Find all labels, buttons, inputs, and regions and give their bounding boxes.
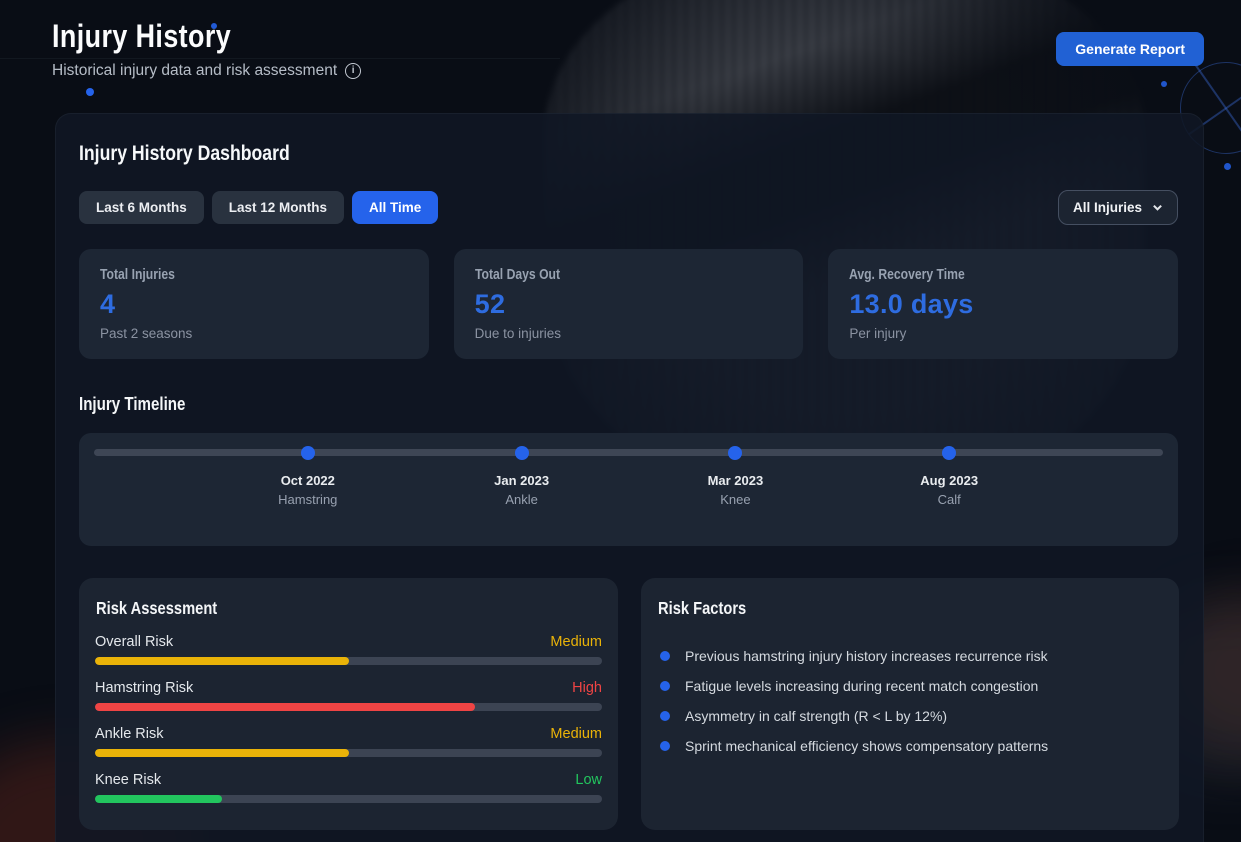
- risk-label: Ankle Risk: [95, 726, 164, 742]
- stat-subtext: Past 2 seasons: [100, 326, 193, 341]
- timeline-event: Aug 2023 Calf: [920, 473, 978, 507]
- risk-factor-text: Fatigue levels increasing during recent …: [685, 678, 1039, 694]
- decor-dot: [1161, 81, 1167, 87]
- stat-card-total-injuries: Total Injuries 4 Past 2 seasons: [79, 249, 429, 359]
- stat-card-avg-recovery-time: Avg. Recovery Time 13.0 days Per injury: [828, 249, 1178, 359]
- injury-type-selected-value: All Injuries: [1072, 200, 1142, 215]
- risk-level-badge: Medium: [550, 726, 602, 742]
- risk-label: Knee Risk: [95, 772, 162, 788]
- risk-progressbar: [95, 703, 602, 711]
- timeline-title: Injury Timeline: [79, 394, 186, 414]
- injury-dashboard-panel: Injury History Dashboard Last 6 Months L…: [55, 113, 1204, 842]
- timeline-event: Mar 2023 Knee: [708, 473, 764, 507]
- event-type: Hamstring: [278, 492, 338, 507]
- risk-row-knee: Knee Risk Low: [95, 772, 602, 803]
- risk-factor-text: Sprint mechanical efficiency shows compe…: [685, 738, 1049, 754]
- risk-assessment-panel: Risk Assessment Overall Risk Medium Hams…: [79, 578, 618, 830]
- page-subtitle: Historical injury data and risk assessme…: [52, 62, 338, 79]
- risk-factors-title: Risk Factors: [658, 598, 747, 618]
- timeline-event: Oct 2022 Hamstring: [278, 473, 337, 507]
- risk-row-ankle: Ankle Risk Medium: [95, 726, 602, 757]
- filter-last-12-months[interactable]: Last 12 Months: [211, 191, 345, 224]
- timeline-event-dot[interactable]: [300, 445, 315, 460]
- filter-row: Last 6 Months Last 12 Months All Time Al…: [79, 190, 1178, 225]
- decor-dot: [86, 88, 94, 96]
- risk-row-overall: Overall Risk Medium: [95, 634, 602, 665]
- timeline-event-dot[interactable]: [514, 445, 529, 460]
- risk-factors-panel: Risk Factors Previous hamstring injury h…: [641, 578, 1179, 830]
- stat-value: 13.0 days: [849, 289, 974, 319]
- risk-factor-text: Previous hamstring injury history increa…: [685, 648, 1048, 664]
- event-type: Calf: [937, 492, 961, 507]
- risk-progress-fill: [95, 703, 476, 711]
- risk-assessment-title: Risk Assessment: [96, 598, 218, 618]
- risk-factor-text: Asymmetry in calf strength (R < L by 12%…: [685, 708, 948, 724]
- page-header: Injury History Historical injury data an…: [52, 18, 362, 80]
- info-icon[interactable]: i: [345, 63, 362, 79]
- injury-type-select[interactable]: All Injuries: [1057, 190, 1178, 225]
- event-date: Oct 2022: [280, 473, 335, 488]
- risk-factor-item: Fatigue levels increasing during recent …: [657, 671, 1163, 701]
- event-date: Aug 2023: [920, 473, 979, 488]
- event-date: Mar 2023: [707, 473, 764, 488]
- injury-timeline: Oct 2022 Hamstring Jan 2023 Ankle Mar 20…: [79, 433, 1178, 546]
- timeline-event-dot[interactable]: [942, 445, 957, 460]
- chevron-down-icon: [1153, 204, 1162, 211]
- page-title: Injury History: [52, 18, 232, 54]
- stat-value: 52: [474, 289, 506, 319]
- risk-progressbar: [95, 749, 602, 757]
- risk-factor-item: Previous hamstring injury history increa…: [657, 641, 1163, 671]
- filter-last-6-months[interactable]: Last 6 Months: [79, 191, 204, 224]
- stat-subtext: Per injury: [849, 326, 907, 341]
- timeline-event-dot[interactable]: [728, 445, 743, 460]
- decor-dot: [211, 23, 217, 29]
- risk-level-badge: Medium: [550, 634, 602, 650]
- stat-card-total-days-out: Total Days Out 52 Due to injuries: [453, 249, 804, 359]
- risk-progress-fill: [95, 795, 222, 803]
- risk-row-hamstring: Hamstring Risk High: [95, 680, 602, 711]
- decor-dot: [1224, 163, 1231, 170]
- event-date: Jan 2023: [494, 473, 550, 488]
- stat-label: Total Injuries: [100, 267, 175, 283]
- risk-factor-item: Asymmetry in calf strength (R < L by 12%…: [657, 701, 1163, 731]
- timeline-event: Jan 2023 Ankle: [494, 473, 549, 507]
- timeline-labels: Oct 2022 Hamstring Jan 2023 Ankle Mar 20…: [94, 473, 1163, 523]
- background-line: [0, 58, 560, 59]
- bullet-dot-icon: [660, 681, 670, 691]
- bullet-dot-icon: [660, 741, 670, 751]
- timeline-track: [94, 445, 1163, 460]
- dashboard-title: Injury History Dashboard: [79, 142, 290, 165]
- risk-factor-list: Previous hamstring injury history increa…: [657, 641, 1163, 761]
- risk-factor-item: Sprint mechanical efficiency shows compe…: [657, 731, 1163, 761]
- risk-progressbar: [95, 795, 602, 803]
- stat-label: Total Days Out: [474, 267, 560, 283]
- bullet-dot-icon: [660, 711, 670, 721]
- stat-subtext: Due to injuries: [474, 326, 561, 341]
- risk-progress-fill: [95, 749, 349, 757]
- risk-progressbar: [95, 657, 602, 665]
- stat-label: Avg. Recovery Time: [849, 267, 966, 283]
- filter-all-time[interactable]: All Time: [352, 191, 439, 224]
- risk-label: Hamstring Risk: [95, 680, 194, 696]
- risk-progress-fill: [95, 657, 349, 665]
- bullet-dot-icon: [660, 651, 670, 661]
- stats-row: Total Injuries 4 Past 2 seasons Total Da…: [79, 249, 1178, 359]
- stat-value: 4: [100, 289, 116, 319]
- event-type: Ankle: [505, 492, 538, 507]
- risk-level-badge: High: [572, 680, 602, 696]
- generate-report-button[interactable]: Generate Report: [1056, 32, 1204, 66]
- risk-label: Overall Risk: [95, 634, 174, 650]
- event-type: Knee: [720, 492, 751, 507]
- risk-level-badge: Low: [575, 772, 602, 788]
